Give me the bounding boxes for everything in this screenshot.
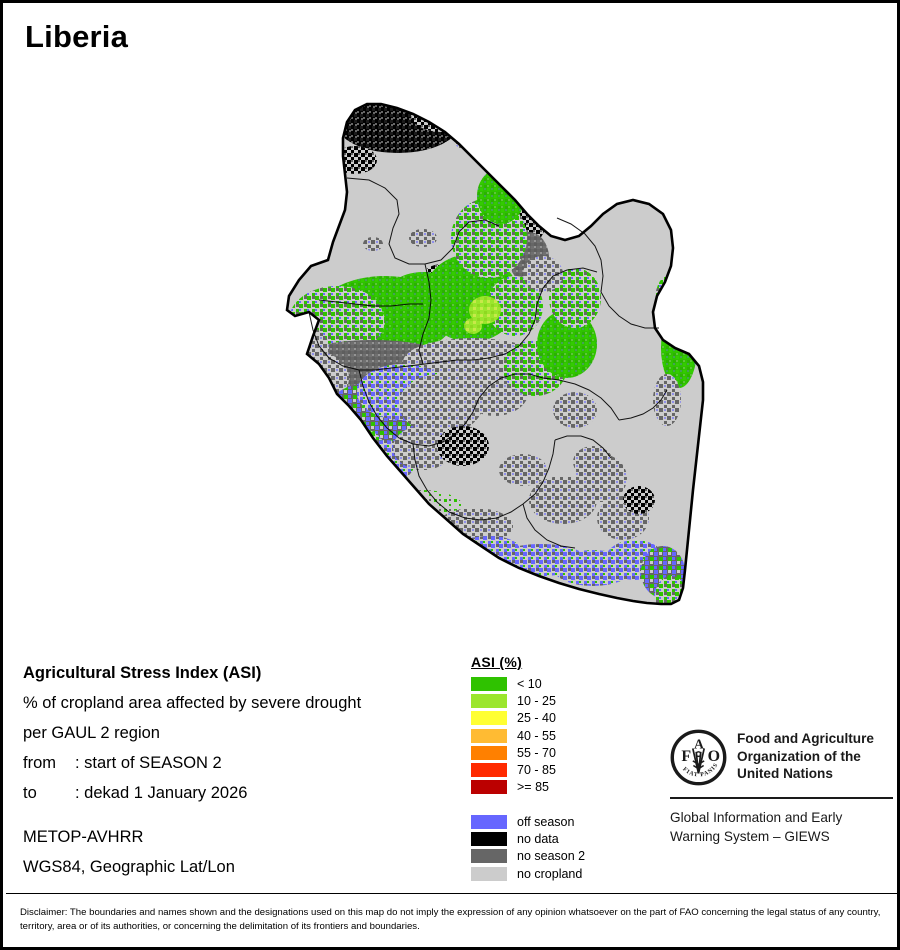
legend-item: 10 - 25 xyxy=(471,692,651,709)
map-info-block: Agricultural Stress Index (ASI) % of cro… xyxy=(23,658,443,882)
map-legend: ASI (%) < 10 10 - 25 25 - 40 40 - 55 55 … xyxy=(471,654,651,882)
legend-swatch-gte85 xyxy=(471,780,507,795)
legend-label-70-85: 70 - 85 xyxy=(517,763,556,778)
legend-spacer xyxy=(471,796,651,813)
from-value: : start of SEASON 2 xyxy=(75,754,222,772)
info-subtitle-1: % of cropland area affected by severe dr… xyxy=(23,694,362,712)
legend-item: 25 - 40 xyxy=(471,710,651,727)
page-title: Liberia xyxy=(25,19,129,54)
map-svg xyxy=(285,102,705,606)
disclaimer-divider xyxy=(6,893,900,894)
fao-letter-o: O xyxy=(708,748,720,765)
giews-line-2: Warning System – GIEWS xyxy=(670,829,830,844)
fao-branding: F A O FIAT xyxy=(670,729,895,846)
legend-label-off-season: off season xyxy=(517,814,575,829)
info-heading: Agricultural Stress Index (ASI) xyxy=(23,664,262,682)
legend-swatch-no-data xyxy=(471,832,507,847)
legend-label-no-season-2: no season 2 xyxy=(517,849,586,864)
info-sensor: METOP-AVHRR xyxy=(23,828,144,846)
to-label: to xyxy=(23,784,37,802)
fao-divider xyxy=(670,797,893,799)
map-raster-layer xyxy=(287,104,703,604)
legend-item: >= 85 xyxy=(471,779,651,796)
legend-label-no-cropland: no cropland xyxy=(517,866,583,881)
giews-line-1: Global Information and Early xyxy=(670,810,843,825)
legend-swatch-off-season xyxy=(471,814,507,829)
legend-item: 40 - 55 xyxy=(471,727,651,744)
to-value: : dekad 1 January 2026 xyxy=(75,784,248,802)
info-period-from: from : start of SEASON 2 xyxy=(23,748,443,778)
info-gap xyxy=(23,808,443,822)
choropleth-map[interactable] xyxy=(123,48,783,633)
info-projection: WGS84, Geographic Lat/Lon xyxy=(23,858,235,876)
country-outline xyxy=(285,102,705,606)
fao-org-line-2: Organization of the xyxy=(737,748,861,764)
giews-name: Global Information and Early Warning Sys… xyxy=(670,808,895,846)
legend-item: no cropland xyxy=(471,865,651,882)
legend-swatch-10-25 xyxy=(471,693,507,708)
fao-logo-row: F A O FIAT xyxy=(670,729,895,786)
legend-item: no data xyxy=(471,830,651,847)
legend-item: no season 2 xyxy=(471,848,651,865)
legend-label-40-55: 40 - 55 xyxy=(517,728,556,743)
legend-swatch-55-70 xyxy=(471,745,507,760)
admin-boundaries xyxy=(308,177,668,549)
legend-item: 70 - 85 xyxy=(471,761,651,778)
info-subtitle-2: per GAUL 2 region xyxy=(23,724,160,742)
fao-org-line-1: Food and Agriculture xyxy=(737,731,874,746)
disclaimer-text: Disclaimer: The boundaries and names sho… xyxy=(20,907,881,932)
legend-label-25-40: 25 - 40 xyxy=(517,711,556,726)
legend-swatch-no-cropland xyxy=(471,866,507,881)
legend-item: 55 - 70 xyxy=(471,744,651,761)
fao-org-line-3: United Nations xyxy=(737,766,833,781)
legend-swatch-lt10 xyxy=(471,676,507,691)
legend-label-lt10: < 10 xyxy=(517,676,542,691)
fao-letter-a: A xyxy=(694,736,704,751)
legend-label-55-70: 55 - 70 xyxy=(517,745,556,760)
legend-label-10-25: 10 - 25 xyxy=(517,693,556,708)
legend-swatch-70-85 xyxy=(471,763,507,778)
legend-item: off season xyxy=(471,813,651,830)
legend-item: < 10 xyxy=(471,675,651,692)
legend-swatch-40-55 xyxy=(471,728,507,743)
from-label: from xyxy=(23,754,56,772)
info-period-to: to : dekad 1 January 2026 xyxy=(23,778,443,808)
fao-org-name: Food and Agriculture Organization of the… xyxy=(737,729,874,783)
legend-swatch-no-season-2 xyxy=(471,849,507,864)
legend-title: ASI (%) xyxy=(471,654,523,670)
legend-swatch-25-40 xyxy=(471,711,507,726)
legend-label-gte85: >= 85 xyxy=(517,780,549,795)
legend-label-no-data: no data xyxy=(517,832,559,847)
fao-letter-f: F xyxy=(681,748,691,765)
fao-logo-icon: F A O FIAT xyxy=(670,729,727,786)
